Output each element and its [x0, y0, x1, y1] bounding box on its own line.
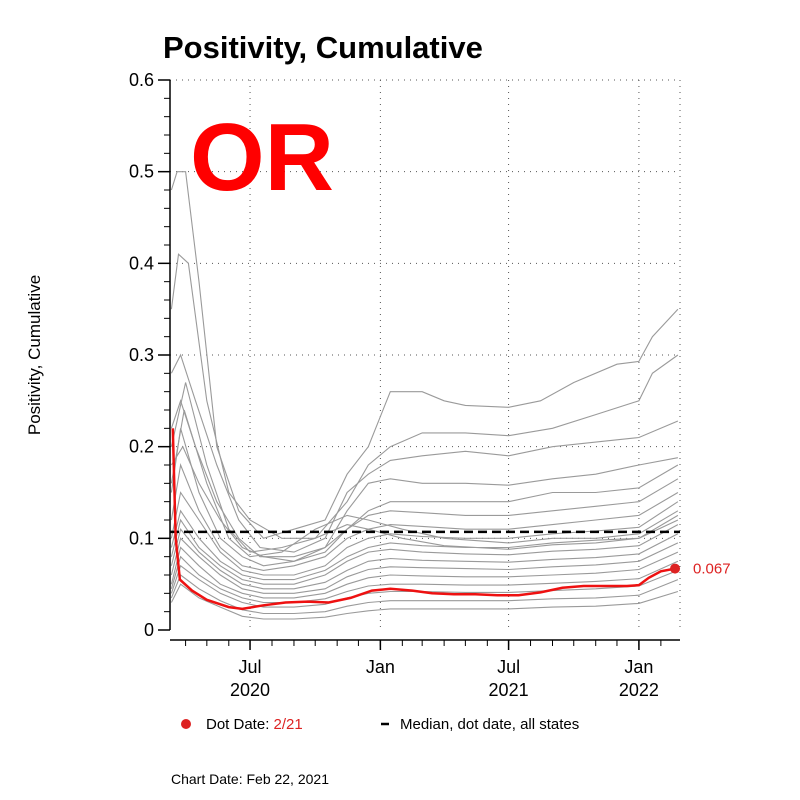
highlight-series-line	[171, 428, 676, 611]
background-series-line	[170, 537, 679, 594]
background-series-line	[170, 462, 679, 571]
x-tick-label: Jul	[239, 657, 262, 677]
state-label: OR	[190, 104, 334, 211]
background-series-line	[170, 445, 679, 562]
legend-median-label: Median, dot date, all states	[400, 716, 579, 733]
x-tick-label: Jan	[366, 657, 395, 677]
background-series-line	[170, 353, 679, 553]
background-series-line	[170, 382, 679, 553]
background-series-line	[170, 171, 679, 539]
legend-dot-marker	[181, 719, 191, 729]
y-axis-label: Positivity, Cumulative	[25, 275, 44, 435]
legend-dot-label: Dot Date:	[206, 716, 274, 733]
background-series-line	[170, 399, 679, 558]
highlight-series-group: 0.067	[171, 428, 731, 611]
legend-dot-date: 2/21	[274, 716, 303, 733]
background-series-line	[170, 409, 679, 558]
x-year-label: 2021	[489, 680, 529, 700]
background-series-line	[170, 546, 679, 599]
y-tick-label: 0.4	[129, 253, 154, 273]
background-series-line	[170, 555, 679, 604]
x-tick-label: Jan	[624, 657, 653, 677]
x-year-label: 2020	[230, 680, 270, 700]
background-series-line	[170, 574, 679, 615]
y-tick-label: 0	[144, 620, 154, 640]
y-tick-label: 0.2	[129, 437, 154, 457]
legend-dot-text: Dot Date: 2/21	[206, 716, 303, 733]
background-series-line	[170, 253, 679, 539]
dot-value-label: 0.067	[693, 561, 731, 578]
dot-date-marker	[670, 563, 681, 574]
background-series-group	[170, 171, 679, 620]
x-year-label: 2022	[619, 680, 659, 700]
background-series-line	[170, 583, 679, 620]
x-tick-label: Jul	[497, 657, 520, 677]
y-tick-label: 0.5	[129, 162, 154, 182]
background-series-line	[170, 518, 679, 585]
y-tick-label: 0.3	[129, 345, 154, 365]
y-tick-label: 0.6	[129, 70, 154, 90]
background-series-line	[170, 491, 679, 576]
gridlines	[170, 79, 681, 630]
background-series-line	[170, 509, 679, 581]
axes: 0 0.1 0.2 0.3 0.4 0.5 0.6 Jul 2020 Jan Jul 2021 Jan 2…	[129, 70, 680, 700]
chart-title: Positivity, Cumulative	[163, 30, 483, 65]
chart-date: Chart Date: Feb 22, 2021	[171, 771, 329, 787]
background-series-line	[170, 527, 679, 590]
y-tick-label: 0.1	[129, 528, 154, 548]
